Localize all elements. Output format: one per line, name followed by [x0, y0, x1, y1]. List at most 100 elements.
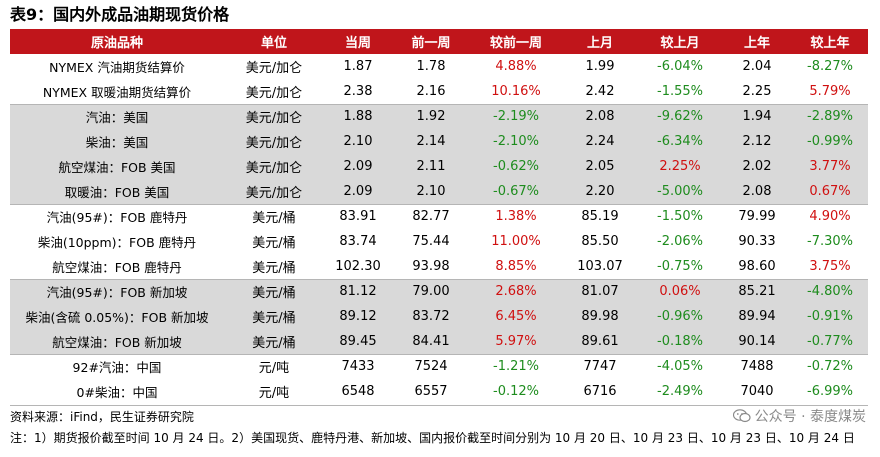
cell-previous-month: 1.99 — [562, 54, 638, 79]
table-title: 表9：国内外成品油期现货价格 — [10, 5, 230, 24]
table-row: 柴油：美国 美元/加仑 2.10 2.14 -2.10% 2.24 -6.34% 2.12 -0… — [10, 129, 868, 154]
cell-change-week: 8.85% — [470, 254, 562, 279]
col-header-previous-month: 上月 — [586, 36, 613, 51]
table-row: NYMEX 取暖油期货结算价 美元/加仑 2.38 2.16 10.16% 2.42 -1.… — [10, 79, 868, 104]
cell-change-week: -2.10% — [470, 129, 562, 154]
cell-previous-month: 89.98 — [562, 304, 638, 329]
cell-previous-year: 85.21 — [722, 278, 792, 304]
cell-previous-month: 81.07 — [562, 278, 638, 304]
watermark: 公众号 · 泰度煤炭 — [732, 406, 866, 426]
cell-previous-year: 2.04 — [722, 54, 792, 79]
cell-change-year: -0.91% — [792, 304, 868, 329]
table-row: 柴油(含硫 0.05%)：FOB 新加坡 美元/桶 89.12 83.72 6.45% 8… — [10, 304, 868, 329]
cell-current-week: 2.10 — [324, 129, 392, 154]
cell-current-week: 81.12 — [324, 278, 392, 304]
cell-change-month: -5.00% — [638, 179, 722, 204]
cell-change-month: 2.25% — [638, 154, 722, 179]
cell-previous-week: 82.77 — [392, 203, 470, 229]
cell-unit: 美元/加仑 — [224, 154, 324, 179]
table-row: 取暖油：FOB 美国 美元/加仑 2.09 2.10 -0.67% 2.20 -5.00% 2… — [10, 179, 868, 204]
table-row: 柴油(10ppm)：FOB 鹿特丹 美元/桶 83.74 75.44 11.00% 85.… — [10, 229, 868, 254]
watermark-text: 公众号 · 泰度煤炭 — [754, 409, 866, 425]
cell-product-name: 航空煤油：FOB 鹿特丹 — [10, 254, 224, 279]
cell-current-week: 83.74 — [324, 229, 392, 254]
cell-current-week: 7433 — [324, 353, 392, 379]
cell-previous-month: 103.07 — [562, 254, 638, 279]
table-row: 航空煤油：FOB 新加坡 美元/桶 89.45 84.41 5.97% 89.61 -0.1… — [10, 329, 868, 354]
cell-change-year: -4.80% — [792, 278, 868, 304]
cell-previous-year: 2.12 — [722, 129, 792, 154]
cell-current-week: 2.38 — [324, 79, 392, 104]
cell-product-name: 汽油(95#)：FOB 鹿特丹 — [10, 203, 224, 229]
cell-previous-year: 98.60 — [722, 254, 792, 279]
cell-change-month: -4.05% — [638, 353, 722, 379]
table-row: NYMEX 汽油期货结算价 美元/加仑 1.87 1.78 4.88% 1.99 -6.04… — [10, 54, 868, 79]
cell-previous-year: 1.94 — [722, 103, 792, 129]
cell-unit: 美元/桶 — [224, 229, 324, 254]
cell-change-week: 2.68% — [470, 278, 562, 304]
cell-previous-year: 79.99 — [722, 203, 792, 229]
table-row: 航空煤油：FOB 鹿特丹 美元/桶 102.30 93.98 8.85% 103.07 -0… — [10, 254, 868, 279]
col-header-unit: 单位 — [260, 36, 287, 51]
cell-current-week: 1.88 — [324, 103, 392, 129]
cell-change-year: 3.75% — [792, 254, 868, 279]
cell-product-name: 航空煤油：FOB 美国 — [10, 154, 224, 179]
cell-previous-month: 85.50 — [562, 229, 638, 254]
cell-current-week: 83.91 — [324, 203, 392, 229]
cell-change-week: 6.45% — [470, 304, 562, 329]
col-header-previous-year: 上年 — [743, 36, 770, 51]
cell-change-year: -0.72% — [792, 353, 868, 379]
cell-product-name: 0#柴油：中国 — [10, 379, 224, 404]
cell-product-name: 柴油：美国 — [10, 129, 224, 154]
cell-previous-month: 85.19 — [562, 203, 638, 229]
cell-change-week: -0.67% — [470, 179, 562, 204]
cell-unit: 美元/桶 — [224, 304, 324, 329]
cell-previous-year: 2.02 — [722, 154, 792, 179]
cell-product-name: 汽油(95#)：FOB 新加坡 — [10, 278, 224, 304]
cell-change-week: 5.97% — [470, 329, 562, 354]
cell-change-year: -0.99% — [792, 129, 868, 154]
cell-previous-month: 2.05 — [562, 154, 638, 179]
cell-unit: 美元/加仑 — [224, 129, 324, 154]
col-header-current-week: 当周 — [344, 36, 371, 51]
cell-previous-month: 2.20 — [562, 179, 638, 204]
cell-unit: 美元/桶 — [224, 254, 324, 279]
cell-previous-week: 93.98 — [392, 254, 470, 279]
cell-unit: 美元/桶 — [224, 329, 324, 354]
cell-current-week: 102.30 — [324, 254, 392, 279]
cell-change-month: -1.50% — [638, 203, 722, 229]
table-row: 0#柴油：中国 元/吨 6548 6557 -0.12% 6716 -2.49% 7040 -6… — [10, 379, 868, 404]
cell-change-month: -9.62% — [638, 103, 722, 129]
cell-change-year: -6.99% — [792, 379, 868, 404]
cell-change-month: -0.96% — [638, 304, 722, 329]
cell-previous-week: 2.10 — [392, 179, 470, 204]
source-note: 资料来源：iFind，民生证券研究院 — [10, 405, 868, 425]
col-header-previous-week: 前一周 — [411, 36, 451, 51]
wechat-icon — [732, 409, 751, 423]
cell-current-week: 2.09 — [324, 154, 392, 179]
table-row: 航空煤油：FOB 美国 美元/加仑 2.09 2.11 -0.62% 2.05 2.25% 2… — [10, 154, 868, 179]
cell-previous-year: 2.25 — [722, 79, 792, 104]
header-row: 原油品种 单位 当周 前一周 较前一周 上月 较上月 上年 较上年 — [10, 29, 868, 54]
cell-change-week: -0.62% — [470, 154, 562, 179]
cell-previous-month: 2.08 — [562, 103, 638, 129]
cell-previous-week: 83.72 — [392, 304, 470, 329]
cell-previous-week: 79.00 — [392, 278, 470, 304]
cell-change-year: -7.30% — [792, 229, 868, 254]
cell-unit: 元/吨 — [224, 379, 324, 404]
cell-change-month: -2.06% — [638, 229, 722, 254]
cell-previous-month: 6716 — [562, 379, 638, 404]
cell-previous-year: 90.33 — [722, 229, 792, 254]
table-row: 汽油(95#)：FOB 鹿特丹 美元/桶 83.91 82.77 1.38% 85.19-… — [10, 203, 868, 229]
cell-current-week: 6548 — [324, 379, 392, 404]
col-header-change-year: 较上年 — [810, 36, 850, 51]
footnote: 注：1）期货报价截至时间 10 月 24 日。2）美国现货、鹿特丹港、新加坡、国… — [10, 431, 855, 445]
cell-previous-year: 2.08 — [722, 179, 792, 204]
cell-unit: 美元/加仑 — [224, 54, 324, 79]
refined-oil-price-table: 原油品种 单位 当周 前一周 较前一周 上月 较上月 上年 较上年 NYMEX … — [10, 29, 868, 404]
cell-previous-week: 7524 — [392, 353, 470, 379]
cell-change-year: -0.77% — [792, 329, 868, 354]
cell-previous-week: 1.78 — [392, 54, 470, 79]
cell-product-name: NYMEX 取暖油期货结算价 — [10, 79, 224, 104]
cell-previous-year: 89.94 — [722, 304, 792, 329]
